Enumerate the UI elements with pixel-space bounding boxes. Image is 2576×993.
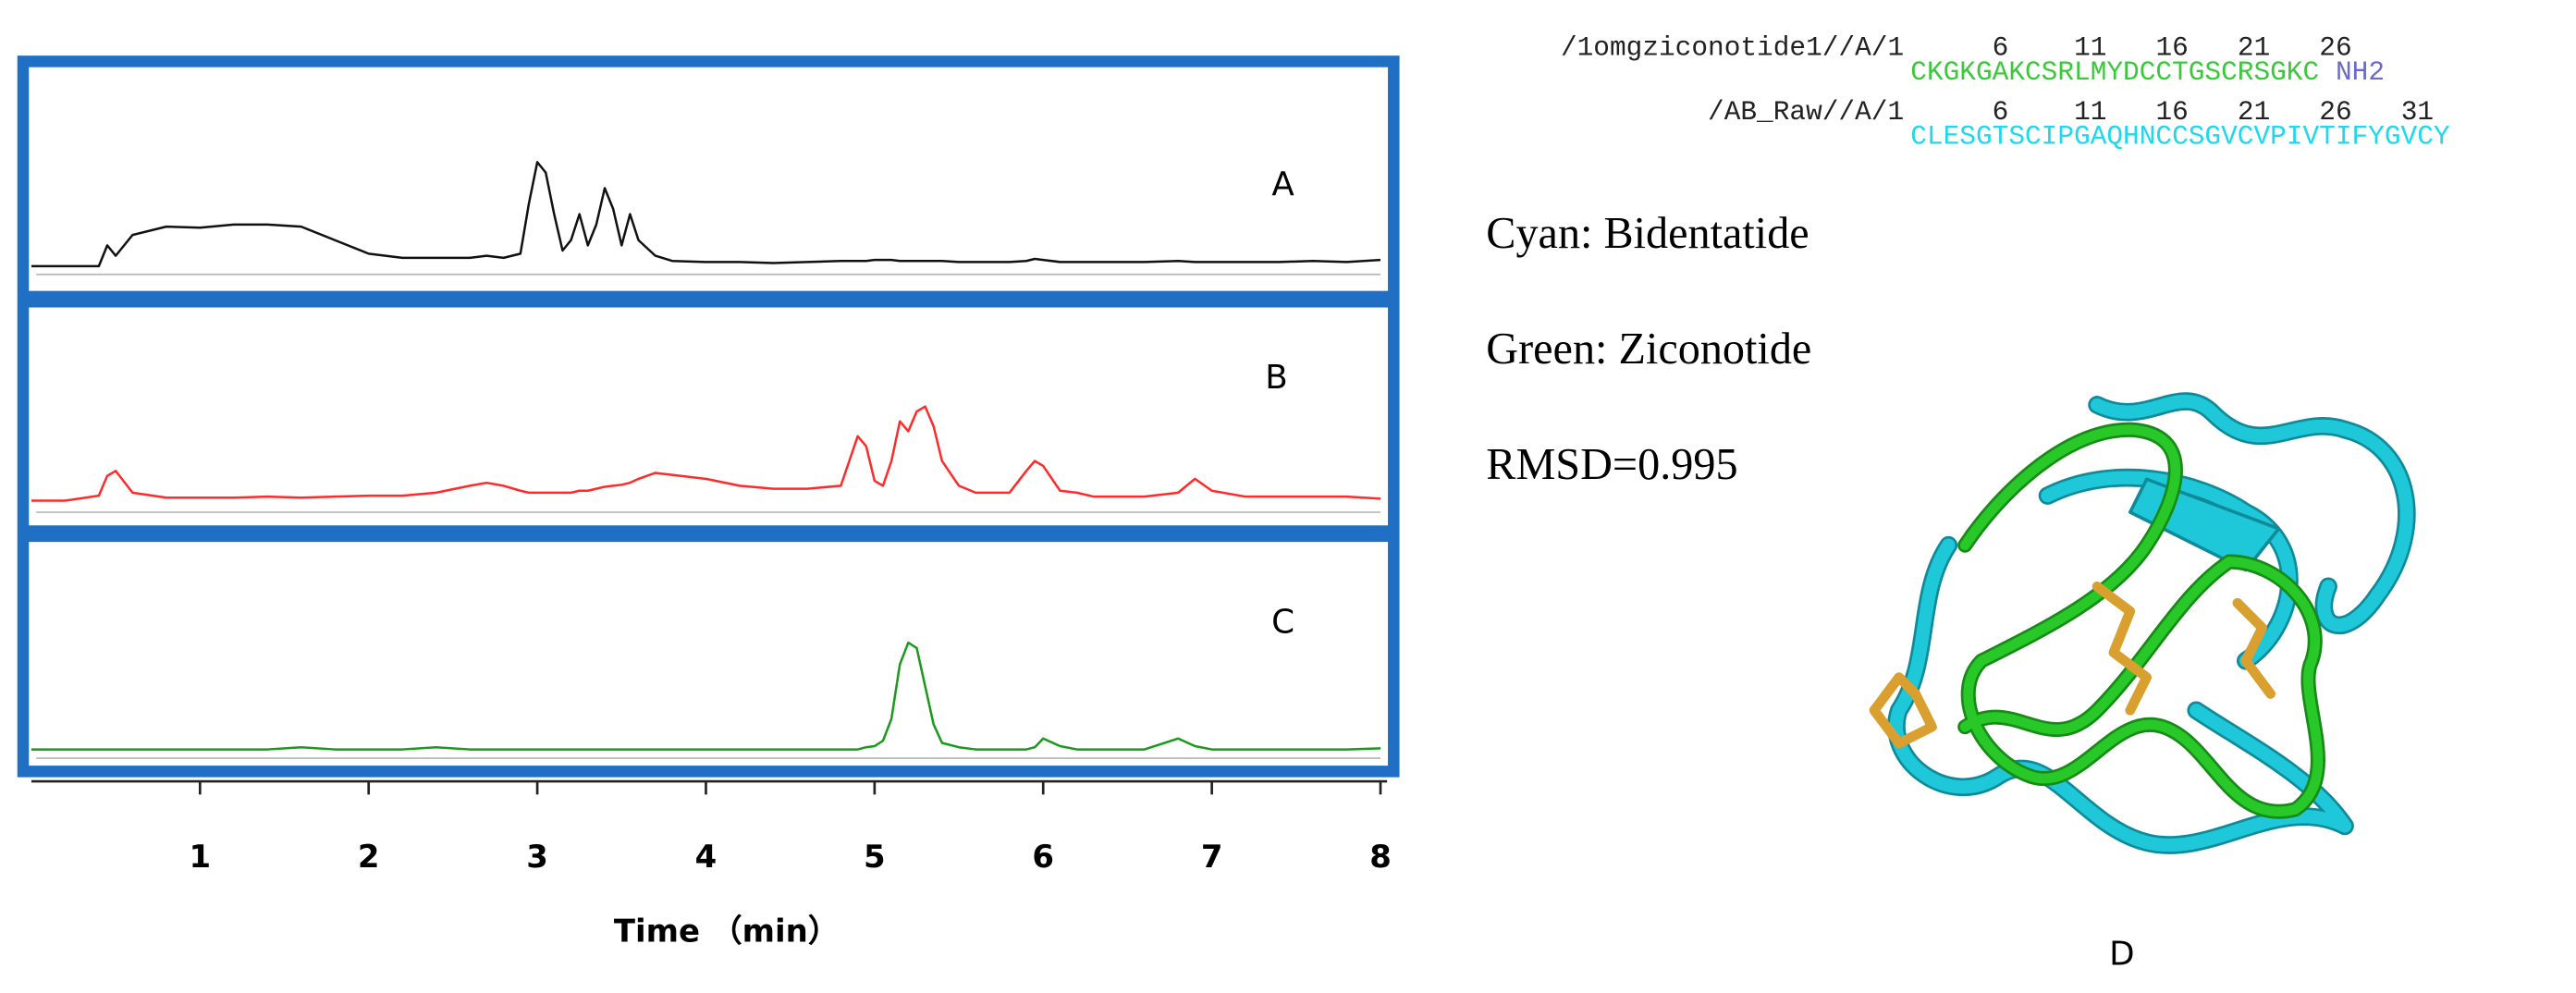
trace: [31, 641, 1381, 751]
trace-label: A: [1271, 166, 1294, 203]
trace: [31, 161, 1381, 268]
legend-text: Cyan: Bidentatide: [1486, 209, 1809, 258]
x-tick-label: 4: [695, 840, 718, 876]
x-tick-label: 1: [190, 840, 212, 876]
x-tick-label: 6: [1032, 840, 1054, 876]
trace-label: C: [1271, 603, 1294, 641]
panel-divider: [23, 290, 1394, 308]
legend-text: Green: Ziconotide: [1486, 325, 1811, 374]
x-tick-label: 2: [358, 840, 380, 876]
x-axis-label: Time （min）: [614, 913, 840, 950]
residue-number: 26: [2319, 31, 2351, 63]
residue-number: 6: [1993, 96, 2009, 128]
protein-structure: [1869, 392, 2416, 854]
sequence-name: /1omgziconotide1//A/1: [1561, 31, 1904, 63]
legend-text: RMSD=0.995: [1486, 440, 1737, 489]
x-tick-label: 5: [864, 840, 886, 876]
residue-number: 11: [2074, 96, 2106, 128]
panel-frame: [17, 55, 1400, 778]
residue-number: 11: [2074, 31, 2106, 63]
sequence-suffix: NH2: [2336, 56, 2385, 88]
residue-number: 21: [2238, 96, 2270, 128]
sequence: CLESGTSCIPGAQHNCCSGVCVPIVTIFYGVCY: [1910, 121, 2450, 153]
sequence: CKGKGAKCSRLMYDCCTGSCRSGKC: [1910, 56, 2319, 88]
sequence-name: /AB_Raw//A/1: [1708, 96, 1904, 128]
x-tick-label: 8: [1369, 840, 1392, 876]
residue-number: 6: [1993, 31, 2009, 63]
panel-label: D: [2109, 935, 2135, 973]
x-tick-label: 7: [1201, 840, 1223, 876]
trace-label: B: [1265, 359, 1288, 397]
residue-number: 26: [2319, 96, 2351, 128]
panel-divider: [23, 525, 1394, 543]
residue-number: 16: [2155, 96, 2188, 128]
x-tick-label: 3: [526, 840, 548, 876]
residue-number: 16: [2155, 31, 2188, 63]
residue-number: 31: [2401, 96, 2434, 128]
residue-number: 21: [2238, 31, 2270, 63]
trace: [31, 405, 1381, 502]
